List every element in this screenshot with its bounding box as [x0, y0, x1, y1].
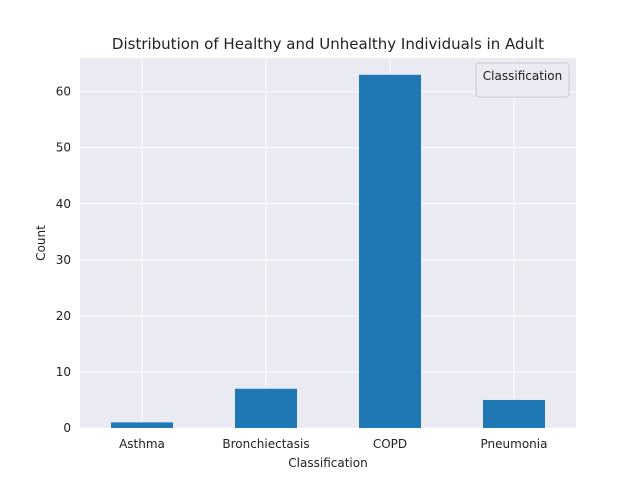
bar-bronchiectasis [235, 388, 297, 428]
y-tick-label: 40 [56, 197, 71, 211]
x-tick-label-copd: COPD [373, 437, 407, 451]
y-tick-label: 10 [56, 365, 71, 379]
bar-copd [359, 74, 421, 429]
x-tick-label-asthma: Asthma [119, 437, 165, 451]
bar-asthma [111, 422, 173, 428]
y-tick-labels: 0 10 20 30 40 50 60 [56, 85, 71, 435]
y-tick-label: 20 [56, 309, 71, 323]
plot-area [80, 58, 576, 428]
bar-pneumonia [483, 399, 545, 428]
y-tick-label: 50 [56, 141, 71, 155]
y-tick-label: 30 [56, 253, 71, 267]
bars [111, 74, 545, 429]
legend-title: Classification [483, 69, 562, 83]
y-tick-label: 0 [63, 421, 71, 435]
y-tick-label: 60 [56, 85, 71, 99]
x-tick-label-bronchiectasis: Bronchiectasis [222, 437, 309, 451]
x-tick-labels: Asthma Bronchiectasis COPD Pneumonia [119, 437, 547, 451]
y-axis-label: Count [34, 225, 48, 261]
chart-title: Distribution of Healthy and Unhealthy In… [112, 35, 544, 53]
x-axis-label: Classification [288, 456, 367, 470]
legend-box [475, 62, 570, 98]
legend: Classification [475, 62, 570, 98]
x-tick-label-pneumonia: Pneumonia [481, 437, 548, 451]
